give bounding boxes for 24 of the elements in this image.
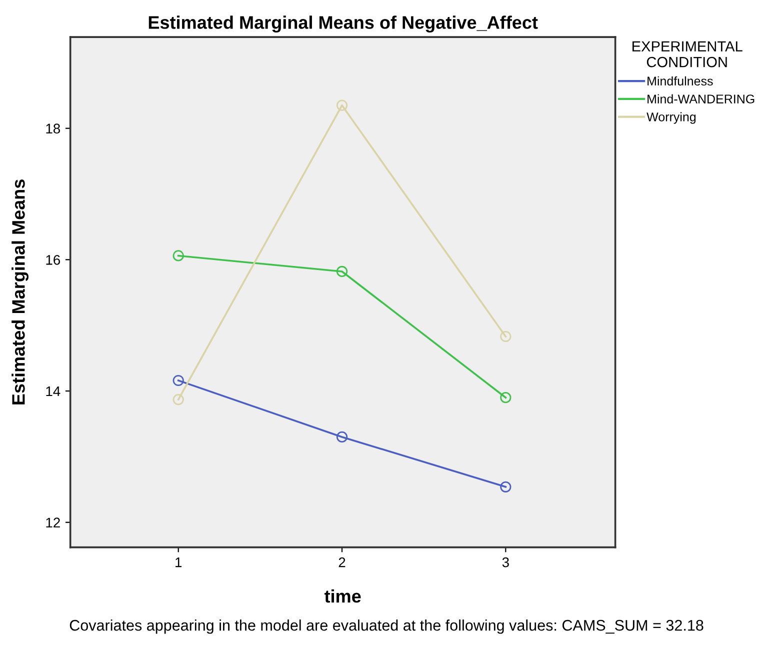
y-axis-title: Estimated Marginal Means	[12, 180, 29, 404]
point	[172, 250, 184, 262]
y-tick-label: 12	[46, 518, 60, 528]
chart-title: Estimated Marginal Means of Negative_Affect	[148, 16, 538, 33]
point	[172, 394, 184, 406]
point	[336, 100, 348, 111]
x-axis-title: time	[324, 589, 361, 603]
point	[172, 374, 184, 386]
point	[336, 431, 348, 443]
x-tick-label: 3	[502, 557, 509, 568]
y-tick-label: 18	[46, 124, 60, 134]
legend-label: Worrying	[646, 112, 696, 124]
point	[500, 392, 512, 404]
point	[500, 330, 512, 342]
x-tick-label: 2	[338, 557, 346, 568]
legend-label: Mindfulness	[648, 76, 713, 86]
y-tick-label: 16	[46, 255, 60, 265]
point	[500, 481, 512, 492]
x-tick-label: 1	[176, 558, 182, 568]
legend-title: EXPERIMENTAL CONDITION	[632, 41, 742, 68]
y-tick-label: 14	[46, 386, 60, 396]
point	[336, 266, 348, 278]
legend-label: Mind-WANDERING	[648, 94, 754, 104]
text: Covariates appearing in the model are evaluated at the following values: CAMS_SUM = 32.18	[70, 620, 704, 634]
